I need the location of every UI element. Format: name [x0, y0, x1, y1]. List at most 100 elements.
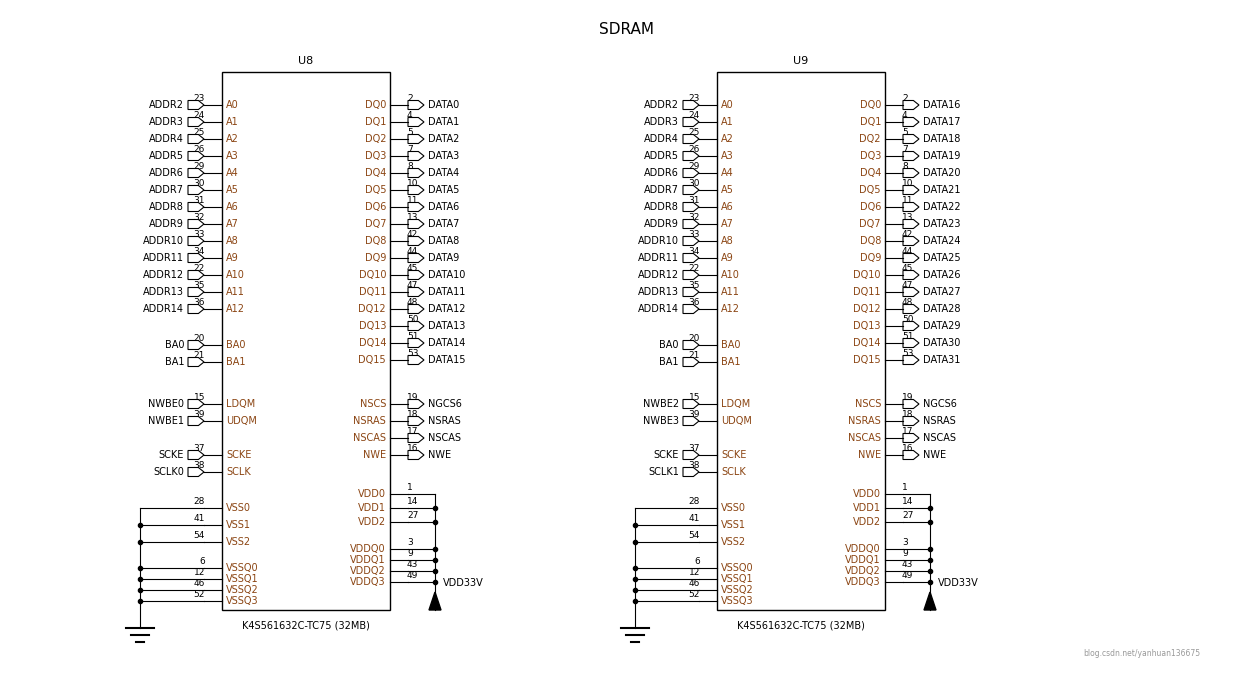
Text: 42: 42 [407, 230, 418, 239]
Text: 3: 3 [407, 538, 413, 547]
Text: 5: 5 [901, 128, 908, 137]
Text: DATA17: DATA17 [923, 117, 960, 127]
Text: A1: A1 [721, 117, 734, 127]
Text: DATA5: DATA5 [428, 185, 459, 195]
Text: DATA16: DATA16 [923, 100, 960, 110]
Text: DQ12: DQ12 [358, 304, 386, 314]
Text: NWE: NWE [923, 450, 947, 460]
Text: VSSQ1: VSSQ1 [721, 574, 754, 584]
Text: 10: 10 [407, 179, 418, 188]
Text: NSCAS: NSCAS [848, 433, 881, 443]
Text: VSS2: VSS2 [227, 537, 252, 547]
Text: DATA6: DATA6 [428, 202, 459, 212]
Text: 39: 39 [194, 410, 205, 419]
Text: 5: 5 [407, 128, 413, 137]
Text: DQ10: DQ10 [358, 270, 386, 280]
Text: U8: U8 [298, 56, 313, 66]
Text: ADDR4: ADDR4 [644, 134, 679, 144]
Text: 53: 53 [901, 349, 914, 358]
Text: blog.csdn.net/yanhuan136675: blog.csdn.net/yanhuan136675 [1083, 649, 1199, 658]
Text: BA1: BA1 [721, 357, 740, 367]
Text: VSSQ3: VSSQ3 [227, 596, 259, 606]
Text: 23: 23 [689, 94, 700, 103]
Text: ADDR11: ADDR11 [143, 253, 184, 263]
Text: 35: 35 [689, 281, 700, 290]
Text: 52: 52 [194, 590, 205, 599]
Text: DATA29: DATA29 [923, 321, 960, 331]
Text: DQ15: DQ15 [854, 355, 881, 365]
Text: DQ13: DQ13 [854, 321, 881, 331]
Text: 38: 38 [194, 461, 205, 470]
Text: 37: 37 [194, 444, 205, 453]
Text: DATA0: DATA0 [428, 100, 459, 110]
Text: 26: 26 [194, 145, 205, 154]
Text: ADDR5: ADDR5 [149, 151, 184, 161]
Text: VDD0: VDD0 [358, 489, 386, 499]
Text: DQ5: DQ5 [364, 185, 386, 195]
Text: VSS2: VSS2 [721, 537, 746, 547]
Text: DQ9: DQ9 [364, 253, 386, 263]
Text: VSS0: VSS0 [721, 503, 746, 513]
Text: 50: 50 [407, 315, 418, 324]
Text: BA0: BA0 [721, 340, 740, 350]
Text: NWBE2: NWBE2 [642, 399, 679, 409]
Text: NWE: NWE [363, 450, 386, 460]
Text: ADDR7: ADDR7 [149, 185, 184, 195]
Text: DQ8: DQ8 [364, 236, 386, 246]
Text: K4S561632C-TC75 (32MB): K4S561632C-TC75 (32MB) [242, 620, 369, 630]
Text: A12: A12 [721, 304, 740, 314]
Text: DQ13: DQ13 [358, 321, 386, 331]
Text: K4S561632C-TC75 (32MB): K4S561632C-TC75 (32MB) [737, 620, 865, 630]
Text: 22: 22 [194, 264, 205, 273]
Text: DATA24: DATA24 [923, 236, 960, 246]
Text: DQ1: DQ1 [860, 117, 881, 127]
Text: VDD33V: VDD33V [443, 578, 483, 588]
Text: BA0: BA0 [660, 340, 679, 350]
Text: 14: 14 [901, 497, 914, 506]
Text: ADDR12: ADDR12 [143, 270, 184, 280]
Text: 1: 1 [901, 483, 908, 492]
Text: DQ0: DQ0 [860, 100, 881, 110]
Text: ADDR3: ADDR3 [644, 117, 679, 127]
Text: A9: A9 [721, 253, 734, 263]
Text: DQ11: DQ11 [358, 287, 386, 297]
Text: 25: 25 [689, 128, 700, 137]
Text: 34: 34 [194, 247, 205, 256]
Text: UDQM: UDQM [227, 416, 257, 426]
Text: NSCS: NSCS [359, 399, 386, 409]
Text: VSSQ0: VSSQ0 [721, 563, 754, 573]
Text: ADDR2: ADDR2 [149, 100, 184, 110]
Text: VSS1: VSS1 [227, 520, 250, 530]
Text: DQ14: DQ14 [358, 338, 386, 348]
Text: DATA23: DATA23 [923, 219, 960, 229]
Text: 52: 52 [689, 590, 700, 599]
Text: DQ3: DQ3 [860, 151, 881, 161]
Text: 24: 24 [194, 111, 205, 120]
Text: 4: 4 [407, 111, 413, 120]
Text: VDD1: VDD1 [853, 503, 881, 513]
Text: 15: 15 [689, 393, 700, 402]
Text: 30: 30 [689, 179, 700, 188]
Text: DATA9: DATA9 [428, 253, 459, 263]
Text: A11: A11 [227, 287, 245, 297]
Text: ADDR4: ADDR4 [149, 134, 184, 144]
Text: DQ7: DQ7 [364, 219, 386, 229]
Text: 9: 9 [901, 549, 908, 558]
Text: DATA21: DATA21 [923, 185, 960, 195]
Text: 16: 16 [901, 444, 914, 453]
Text: 53: 53 [407, 349, 418, 358]
Text: 42: 42 [901, 230, 913, 239]
Polygon shape [924, 592, 936, 610]
Text: 34: 34 [689, 247, 700, 256]
Text: 7: 7 [407, 145, 413, 154]
Text: 13: 13 [407, 213, 418, 222]
Text: A3: A3 [721, 151, 734, 161]
Text: DATA2: DATA2 [428, 134, 459, 144]
Text: A3: A3 [227, 151, 239, 161]
Text: 32: 32 [689, 213, 700, 222]
Text: 11: 11 [407, 196, 418, 205]
Text: A10: A10 [227, 270, 245, 280]
Text: 30: 30 [194, 179, 205, 188]
Text: UDQM: UDQM [721, 416, 752, 426]
Text: 49: 49 [901, 571, 914, 580]
